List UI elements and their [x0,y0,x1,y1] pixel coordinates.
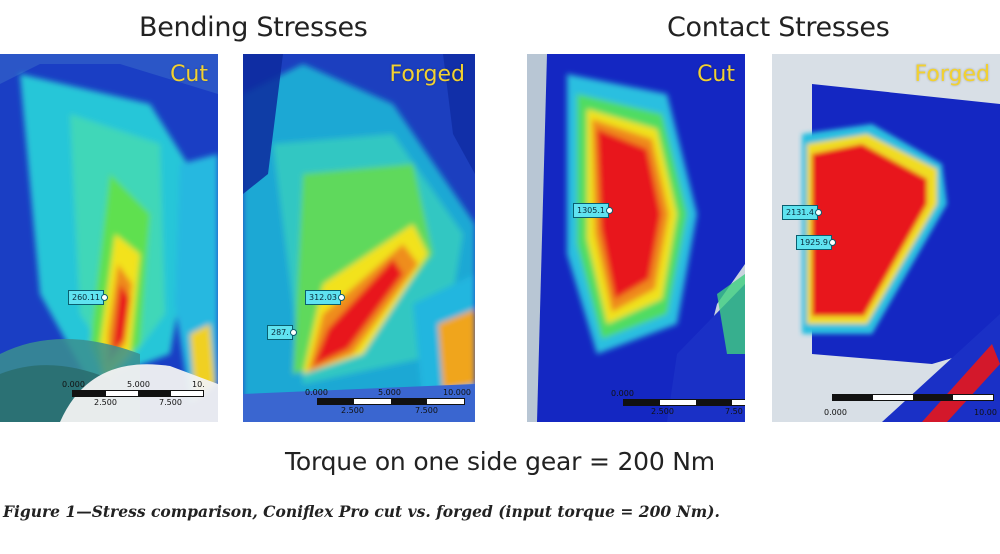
scale-tick: 7.50 [725,407,743,416]
torque-label: Torque on one side gear = 200 Nm [285,447,715,476]
scale-tick: 10.000 [443,388,471,397]
scale-bar: 0.000 10.00 [824,394,1000,420]
stress-plot-bending-cut: Cut 260.11 0.000 5.000 10. 2.500 7.500 [0,54,218,422]
scale-tick: 10. [192,380,205,389]
scale-tick: 5.000 [127,380,150,389]
scale-bar: 0.000 5.000 10. 2.500 7.500 [62,380,212,410]
scale-tick: 10.00 [974,408,997,417]
scale-tick: 0.000 [305,388,328,397]
stress-probe-label: 260.11 [68,290,108,305]
scale-tick: 0.000 [611,389,634,398]
scale-tick: 7.500 [415,406,438,415]
stress-contour-image [527,54,745,422]
scale-tick: 0.000 [824,408,847,417]
stress-probe-label: 287. [267,325,297,340]
scale-tick: 5.000 [378,388,401,397]
panel-label: Forged [389,62,465,87]
stress-probe-label: 2131.4 [782,205,822,220]
section-title-bending: Bending Stresses [139,12,368,43]
scale-tick: 2.500 [651,407,674,416]
stress-probe-label: 312.03 [305,290,345,305]
stress-contour-image [772,54,1000,422]
scale-tick: 7.500 [159,398,182,407]
stress-contour-image [243,54,475,422]
scale-bar: 0.000 5.000 10.000 2.500 7.500 [305,388,473,418]
panel-label: Forged [914,62,990,87]
scale-tick: 2.500 [94,398,117,407]
stress-probe-label: 1925.9 [796,235,836,250]
stress-plot-contact-forged: Forged 2131.4 1925.9 0.000 10.00 [772,54,1000,422]
section-title-contact: Contact Stresses [667,12,890,43]
stress-contour-image [0,54,218,422]
stress-plot-bending-forged: Forged 312.03 287. 0.000 5.000 10.000 2.… [243,54,475,422]
figure-caption: Figure 1—Stress comparison, Coniflex Pro… [3,502,720,521]
panel-label: Cut [170,62,208,87]
scale-tick: 0.000 [62,380,85,389]
stress-probe-label: 1305.1 [573,203,613,218]
scale-bar: 0.000 2.500 7.50 [611,389,745,419]
scale-tick: 2.500 [341,406,364,415]
stress-plot-contact-cut: Cut 1305.1 0.000 2.500 7.50 [527,54,745,422]
panel-label: Cut [697,62,735,87]
